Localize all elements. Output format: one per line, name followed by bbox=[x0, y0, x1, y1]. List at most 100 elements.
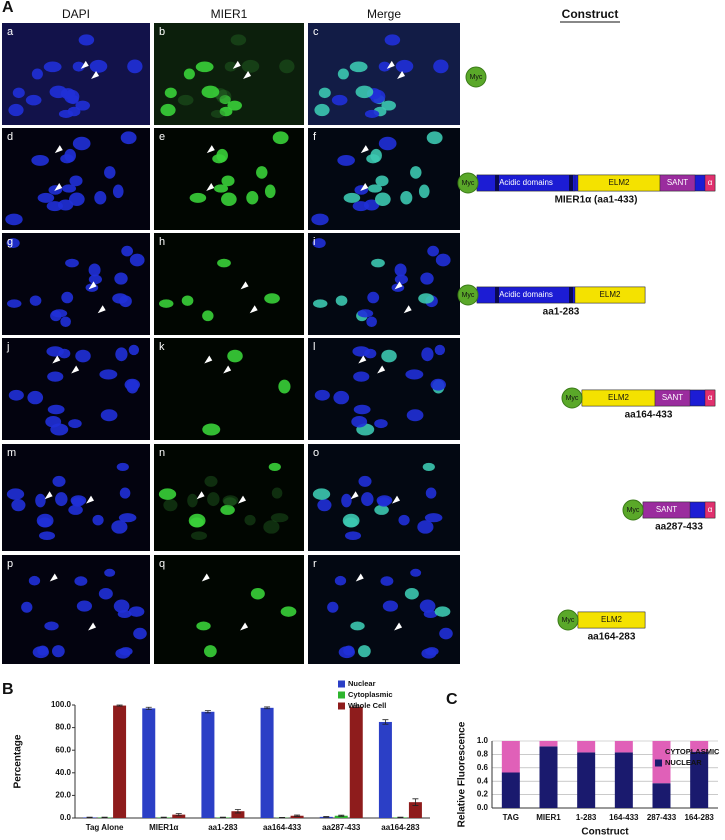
micrograph bbox=[154, 555, 304, 664]
cell bbox=[394, 274, 408, 285]
image-label: b bbox=[159, 26, 165, 38]
error-bar bbox=[353, 705, 360, 708]
image-label: l bbox=[313, 341, 315, 353]
cell bbox=[210, 109, 226, 118]
y-tick-label: 100.0 bbox=[51, 700, 72, 709]
cell bbox=[264, 184, 276, 199]
arrowhead bbox=[358, 355, 367, 364]
cell bbox=[384, 34, 401, 46]
column-header: MIER1 bbox=[211, 7, 248, 21]
cell bbox=[334, 575, 347, 586]
cell bbox=[370, 148, 382, 163]
arrowhead bbox=[97, 305, 106, 314]
construct-label: MIER1α (aa1-433) bbox=[555, 195, 638, 206]
arrowhead bbox=[403, 305, 412, 314]
bar bbox=[260, 707, 274, 818]
cell bbox=[246, 191, 259, 205]
arrowhead bbox=[91, 71, 100, 80]
cell bbox=[72, 61, 85, 72]
cell bbox=[426, 131, 443, 145]
legend-label: Whole Cell bbox=[348, 701, 386, 710]
cell bbox=[427, 245, 439, 257]
domain bbox=[704, 389, 716, 407]
arrowhead bbox=[394, 622, 403, 631]
bar bbox=[408, 802, 422, 818]
cell bbox=[36, 513, 54, 528]
cell bbox=[358, 475, 372, 487]
error-bar bbox=[412, 798, 419, 806]
cell bbox=[244, 514, 256, 526]
cell bbox=[375, 175, 389, 187]
domain-stripe bbox=[495, 175, 499, 191]
cell bbox=[38, 531, 56, 541]
cell bbox=[394, 263, 407, 277]
cell bbox=[99, 369, 118, 380]
cell bbox=[381, 100, 396, 111]
x-tick-label: aa287-433 bbox=[322, 823, 361, 832]
legend-label: Cytoplasmic bbox=[348, 690, 393, 699]
cell bbox=[120, 131, 137, 145]
cell bbox=[190, 531, 208, 541]
x-tick-label: MIER1α bbox=[149, 823, 178, 832]
cell bbox=[343, 192, 361, 203]
cell bbox=[317, 499, 332, 512]
cell bbox=[213, 184, 229, 193]
bar bbox=[201, 711, 215, 818]
cell bbox=[331, 94, 348, 106]
bar-segment bbox=[539, 746, 558, 808]
cell bbox=[129, 253, 145, 267]
cell bbox=[58, 109, 74, 118]
cell bbox=[8, 103, 24, 117]
cell bbox=[314, 103, 330, 117]
arrowhead bbox=[249, 305, 258, 314]
cell bbox=[188, 513, 206, 528]
cell bbox=[207, 492, 220, 507]
legend-swatch bbox=[338, 680, 345, 688]
image-label: q bbox=[159, 558, 165, 570]
cell bbox=[216, 148, 228, 163]
x-tick-label: Tag Alone bbox=[86, 823, 124, 832]
domain-stripe bbox=[569, 175, 573, 191]
myc-tag bbox=[561, 387, 583, 409]
micrograph bbox=[154, 233, 304, 335]
cell bbox=[158, 488, 177, 500]
bar bbox=[113, 705, 127, 818]
cell bbox=[6, 488, 25, 500]
domain bbox=[704, 501, 716, 519]
cell bbox=[342, 513, 360, 528]
cell bbox=[76, 600, 93, 612]
arrowhead bbox=[223, 365, 232, 374]
image-label: f bbox=[313, 131, 317, 143]
cell bbox=[121, 245, 133, 257]
cell bbox=[351, 416, 368, 428]
cell bbox=[112, 293, 128, 304]
y-tick-label: 60.0 bbox=[55, 745, 71, 754]
cell bbox=[341, 493, 352, 508]
cell bbox=[89, 59, 108, 73]
cell bbox=[335, 295, 348, 306]
cell bbox=[278, 379, 291, 394]
cell bbox=[100, 409, 118, 422]
y-tick-label: 0.0 bbox=[60, 813, 72, 822]
cell bbox=[250, 587, 265, 600]
arrowhead bbox=[201, 573, 210, 582]
arrowhead bbox=[232, 60, 241, 69]
cell bbox=[204, 475, 218, 487]
cell bbox=[222, 495, 239, 506]
error-bar bbox=[175, 813, 182, 817]
cell bbox=[70, 495, 87, 506]
cell bbox=[400, 191, 413, 205]
tag-label: Myc bbox=[462, 292, 475, 299]
cell bbox=[380, 576, 394, 586]
bar-segment bbox=[614, 752, 633, 808]
cell bbox=[425, 487, 437, 499]
image-label: a bbox=[7, 26, 14, 38]
cell bbox=[333, 390, 350, 405]
cell bbox=[75, 349, 91, 363]
cell bbox=[128, 344, 140, 356]
cell bbox=[371, 258, 385, 268]
cell bbox=[43, 61, 62, 73]
arrowhead bbox=[86, 495, 95, 504]
y-tick-label: 0.4 bbox=[477, 776, 489, 785]
x-tick-label: TAG bbox=[503, 813, 519, 822]
